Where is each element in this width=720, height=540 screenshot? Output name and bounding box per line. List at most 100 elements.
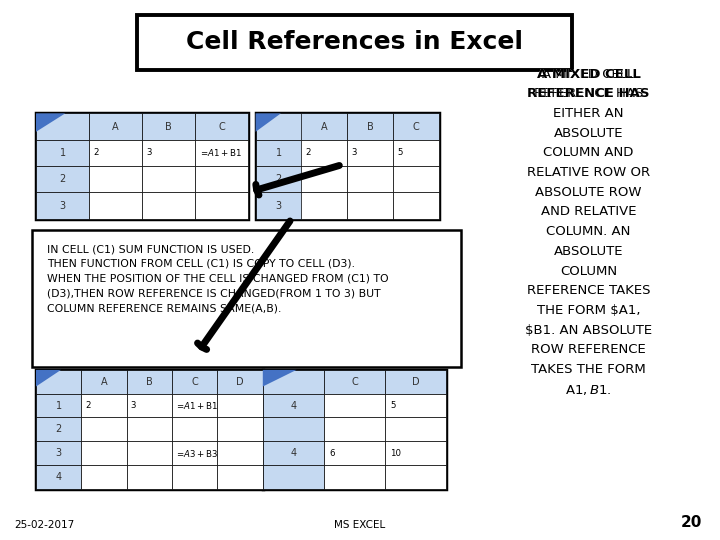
Bar [36, 166, 89, 192]
Bar [302, 140, 347, 166]
Text: 25-02-2017: 25-02-2017 [14, 520, 75, 530]
Bar [39, 116, 246, 217]
Text: C: C [192, 377, 198, 387]
Text: 10: 10 [390, 449, 401, 457]
Text: REFERENCE TAKES: REFERENCE TAKES [527, 284, 650, 298]
Bar [143, 113, 195, 140]
Text: 3: 3 [55, 448, 62, 458]
Bar [256, 192, 302, 219]
Bar [81, 370, 127, 394]
Bar [36, 370, 81, 394]
Bar [258, 116, 436, 217]
Bar [393, 192, 439, 219]
Bar [36, 113, 89, 140]
Bar [89, 192, 142, 219]
Polygon shape [263, 370, 297, 387]
Text: 2: 2 [305, 148, 310, 157]
Bar [302, 113, 347, 140]
Text: 2: 2 [60, 174, 66, 184]
Text: ABSOLUTE ROW: ABSOLUTE ROW [536, 186, 642, 199]
Bar [127, 370, 172, 394]
Text: A MIXED CELL: A MIXED CELL [536, 68, 641, 80]
Bar [324, 465, 385, 489]
Bar [36, 140, 89, 166]
Bar [36, 113, 248, 219]
Text: C: C [351, 377, 358, 387]
Bar [143, 166, 195, 192]
Bar [127, 394, 172, 417]
Text: 4: 4 [290, 401, 297, 410]
Bar [217, 417, 263, 441]
Bar [385, 394, 446, 417]
Text: IN CELL (C1) SUM FUNCTION IS USED.
THEN FUNCTION FROM CELL (C1) IS COPY TO CELL : IN CELL (C1) SUM FUNCTION IS USED. THEN … [47, 244, 388, 313]
Text: 3: 3 [276, 200, 282, 211]
Bar [89, 113, 142, 140]
Text: RELATIVE ROW OR: RELATIVE ROW OR [527, 166, 650, 179]
Bar [302, 192, 347, 219]
Text: A: A [321, 122, 328, 132]
Bar [217, 441, 263, 465]
Bar [263, 441, 324, 465]
Text: 6: 6 [329, 449, 334, 457]
Text: B: B [166, 122, 172, 132]
Bar [302, 166, 347, 192]
Text: A$1, B$1.: A$1, B$1. [565, 383, 612, 397]
Bar [256, 140, 302, 166]
Bar [195, 140, 248, 166]
Bar [195, 113, 248, 140]
Bar [89, 166, 142, 192]
Text: C: C [218, 122, 225, 132]
Text: 3: 3 [146, 148, 152, 157]
Bar [39, 372, 260, 487]
Text: REFERENCE HAS: REFERENCE HAS [527, 87, 650, 100]
Bar [172, 417, 217, 441]
Bar [36, 417, 81, 441]
Text: ABSOLUTE: ABSOLUTE [554, 245, 624, 258]
Text: 4: 4 [290, 448, 297, 458]
Text: COLUMN: COLUMN [560, 265, 617, 278]
Bar [324, 394, 385, 417]
Text: COLUMN. AN: COLUMN. AN [546, 225, 631, 238]
Bar [36, 370, 263, 489]
Text: B: B [367, 122, 374, 132]
Bar [81, 441, 127, 465]
Bar [263, 465, 324, 489]
Text: D: D [412, 377, 420, 387]
Text: 1: 1 [60, 148, 66, 158]
Bar [143, 140, 195, 166]
Bar [195, 166, 248, 192]
Text: 1: 1 [276, 148, 282, 158]
Bar [256, 113, 439, 219]
Bar [347, 113, 393, 140]
Bar [263, 370, 446, 489]
Bar [324, 417, 385, 441]
Bar [347, 140, 393, 166]
Text: TAKES THE FORM: TAKES THE FORM [531, 363, 646, 376]
Text: 1: 1 [55, 401, 62, 410]
Text: C: C [413, 122, 420, 132]
Text: =$A1+$B1: =$A1+$B1 [199, 147, 241, 158]
Bar [172, 394, 217, 417]
Text: ABSOLUTE: ABSOLUTE [554, 126, 624, 140]
Text: D: D [236, 377, 244, 387]
Bar [263, 394, 324, 417]
Bar [172, 441, 217, 465]
Polygon shape [36, 370, 61, 387]
Bar [324, 441, 385, 465]
Text: THE FORM $A1,: THE FORM $A1, [537, 304, 640, 317]
Bar [393, 140, 439, 166]
Text: 5: 5 [390, 401, 395, 410]
Bar [172, 370, 217, 394]
FancyBboxPatch shape [32, 230, 461, 367]
Polygon shape [256, 113, 281, 132]
Bar [36, 192, 89, 219]
Bar [385, 370, 446, 394]
Text: COLUMN AND: COLUMN AND [544, 146, 634, 159]
Text: REFERENCE HAS: REFERENCE HAS [527, 87, 650, 100]
Bar [89, 140, 142, 166]
Bar [172, 465, 217, 489]
Text: 2: 2 [85, 401, 91, 410]
Bar [81, 394, 127, 417]
Text: A: A [101, 377, 107, 387]
Text: =$A1+$B1: =$A1+$B1 [176, 400, 217, 411]
